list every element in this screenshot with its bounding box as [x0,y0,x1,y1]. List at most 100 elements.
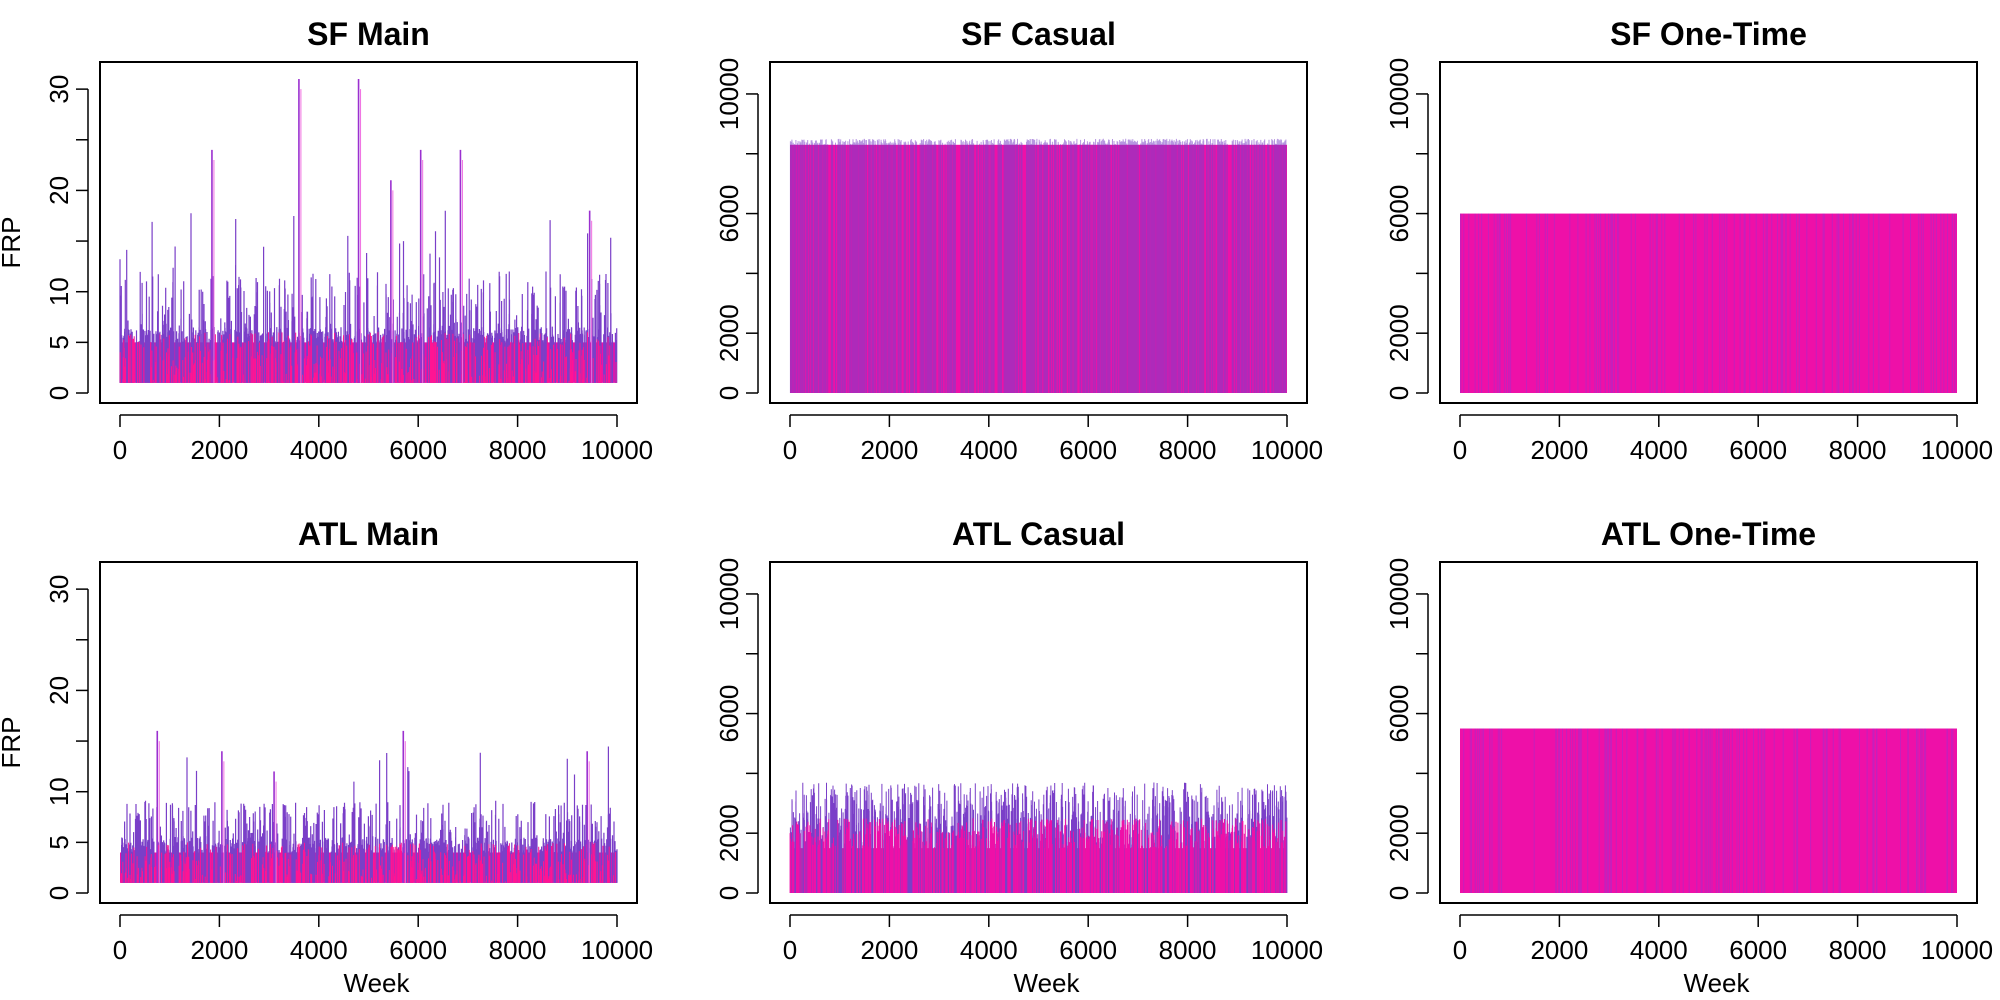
y-tick-label: 5 [44,335,74,349]
x-tick-label: 4000 [290,935,348,965]
panel-sf-one-time: SF One-Time 0 2000 4000 6000 8000 10000 0 2000 60… [1384,16,1993,465]
y-tick-label: 0 [714,386,744,400]
x-axis: 0 2000 4000 6000 8000 10000 [113,914,653,965]
series-spikes [789,138,1287,393]
panel-title: SF Casual [961,16,1116,52]
y-tick-label: 20 [44,176,74,205]
y-tick-label: 2000 [1384,304,1414,362]
plot-frame [99,61,638,404]
y-tick-label: 2000 [714,304,744,362]
x-tick-label: 6000 [389,935,447,965]
plot-frame [1439,561,1978,904]
series-band [1460,213,1957,393]
y-axis: 0 2000 6000 10000 [1384,58,1429,400]
x-tick-label: 0 [1453,435,1467,465]
x-tick-label: 2000 [190,935,248,965]
y-tick-label: 0 [1384,886,1414,900]
panel-atl-casual: ATL Casual 0 2000 4000 6000 8000 10000 0 2000 600… [714,516,1323,998]
x-tick-label: 4000 [290,435,348,465]
series [119,79,618,383]
x-tick-label: 2000 [860,435,918,465]
x-tick-label: 6000 [1729,435,1787,465]
x-tick-label: 0 [1453,935,1467,965]
x-axis-label: Week [344,968,411,998]
x-tick-label: 2000 [860,935,918,965]
x-tick-label: 8000 [489,435,547,465]
series-texture [120,842,616,883]
panel-title: ATL Main [298,516,439,552]
y-tick-label: 2000 [1384,804,1414,862]
series-texture [789,818,1287,893]
x-tick-label: 10000 [581,435,653,465]
y-tick-label: 5 [44,835,74,849]
y-axis-label: FRP [0,717,26,769]
y-axis: 0 2000 6000 10000 [714,58,759,400]
x-tick-label: 4000 [1630,935,1688,965]
y-tick-label: 10000 [1384,558,1414,630]
x-tick-label: 2000 [190,435,248,465]
panel-title: ATL One-Time [1601,516,1816,552]
x-tick-label: 6000 [389,435,447,465]
y-axis: 0 5 10 20 30 [44,75,89,400]
y-tick-label: 10 [44,777,74,806]
y-tick-label: 10000 [1384,58,1414,130]
x-tick-label: 0 [783,935,797,965]
panel-title: ATL Casual [952,516,1125,552]
x-tick-label: 10000 [1921,435,1993,465]
series [120,730,618,883]
x-tick-label: 10000 [581,935,653,965]
x-tick-label: 0 [113,935,127,965]
x-axis: 0 2000 4000 6000 8000 10000 [1453,914,1993,965]
y-tick-label: 0 [1384,386,1414,400]
series-spikes [121,746,618,883]
y-tick-label: 6000 [714,185,744,243]
x-axis: 0 2000 4000 6000 8000 10000 [1453,414,1993,465]
panel-title: SF Main [307,16,430,52]
panel-title: SF One-Time [1610,16,1807,52]
x-tick-label: 10000 [1921,935,1993,965]
panel-atl-main: ATL Main 0 2000 4000 6000 8000 10000 0 5 10 20 30 FR… [0,516,653,998]
y-tick-label: 30 [44,75,74,104]
series [1460,213,1957,393]
x-tick-label: 0 [783,435,797,465]
plot-frame [769,61,1308,404]
panel-atl-one-time: ATL One-Time 0 2000 4000 6000 8000 10000 0 2000 6… [1384,516,1993,998]
x-tick-label: 10000 [1251,935,1323,965]
series-texture [119,332,617,383]
x-tick-label: 6000 [1729,935,1787,965]
y-tick-label: 6000 [714,685,744,743]
y-tick-label: 10 [44,277,74,306]
x-tick-label: 0 [113,435,127,465]
y-tick-label: 0 [714,886,744,900]
x-tick-label: 4000 [960,435,1018,465]
series [789,782,1288,893]
y-tick-label: 10000 [714,58,744,130]
y-tick-label: 20 [44,676,74,705]
x-tick-label: 2000 [1530,435,1588,465]
plot-frame [1439,61,1978,404]
y-axis: 0 2000 6000 10000 [1384,558,1429,900]
series [1460,728,1957,893]
x-tick-label: 8000 [1159,435,1217,465]
series-texture [1463,728,1954,893]
panel-sf-main: SF Main 0 2000 4000 6000 8000 10000 0 5 10 20 30 FRP [0,16,653,465]
x-axis: 0 2000 4000 6000 8000 10000 [783,414,1323,465]
x-tick-label: 10000 [1251,435,1323,465]
panel-sf-casual: SF Casual 0 2000 4000 6000 8000 10000 0 2000 6000… [714,16,1323,465]
series-texture [1460,213,1956,393]
x-tick-label: 8000 [489,935,547,965]
x-tick-label: 6000 [1059,935,1117,965]
y-axis: 0 5 10 20 30 [44,575,89,900]
x-tick-label: 8000 [1829,935,1887,965]
x-tick-label: 2000 [1530,935,1588,965]
x-axis-label: Week [1684,968,1751,998]
y-axis: 0 2000 6000 10000 [714,558,759,900]
series [789,138,1287,393]
y-tick-label: 30 [44,575,74,604]
y-axis-label: FRP [0,217,26,269]
y-tick-label: 10000 [714,558,744,630]
y-tick-label: 0 [44,386,74,400]
plot-frame [99,561,638,904]
y-tick-label: 2000 [714,804,744,862]
